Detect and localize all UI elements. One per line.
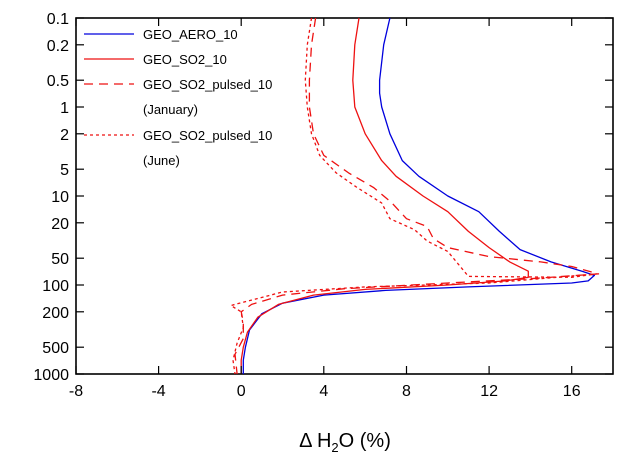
x-tick-label: 12	[480, 383, 498, 400]
series-layer	[230, 17, 600, 375]
y-tick-label: 50	[51, 251, 69, 268]
legend-label-1: GEO_AERO_10	[143, 27, 238, 42]
series-line-3	[234, 17, 600, 375]
x-tick-label: 16	[563, 383, 581, 400]
plot-frame	[75, 17, 614, 375]
x-tick-label: -4	[151, 383, 165, 400]
y-tick-label: 200	[42, 305, 69, 322]
y-tick-label: 500	[42, 340, 69, 357]
legend-sublabel-3: (January)	[143, 102, 198, 117]
y-tick-label: 100	[42, 278, 69, 295]
y-tick-label: 0.2	[47, 38, 69, 55]
axis-layer: -8 -4 0 4 8 12 160.10.20.512510205010020050010…	[33, 11, 613, 400]
y-tick-label: 20	[51, 216, 69, 233]
y-tick-label: 1000	[33, 367, 69, 384]
y-tick-label: 2	[60, 127, 69, 144]
y-tick-label: 1	[60, 100, 69, 117]
x-tick-label: 4	[319, 383, 328, 400]
series-line-1	[242, 17, 596, 374]
y-tick-label: 0.5	[47, 73, 69, 90]
x-axis-title: Δ H2O (%)	[299, 430, 391, 455]
legend-label-2: GEO_SO2_10	[143, 52, 227, 67]
y-tick-label: 10	[51, 189, 69, 206]
y-tick-label: 5	[60, 162, 69, 179]
legend-sublabel-4: (June)	[143, 153, 180, 168]
y-tick-label: 0.1	[47, 11, 69, 28]
x-tick-label: -8	[69, 383, 83, 400]
series-line-2	[240, 17, 529, 374]
legend-label-4: GEO_SO2_pulsed_10	[143, 128, 272, 143]
legend: GEO_AERO_10 GEO_SO2_10 GEO_SO2_pulsed_10 (J…	[84, 27, 272, 168]
series-line-4	[230, 17, 598, 375]
legend-label-3: GEO_SO2_pulsed_10	[143, 77, 272, 92]
x-tick-label: 0	[237, 383, 246, 400]
x-tick-label: 8	[402, 383, 411, 400]
